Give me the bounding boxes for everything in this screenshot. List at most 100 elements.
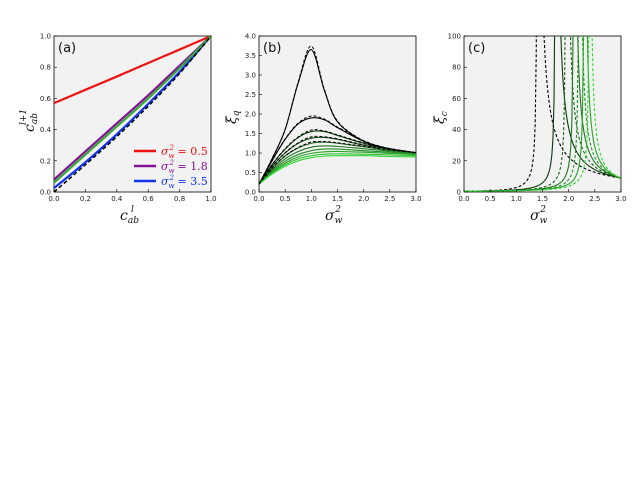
series-line-sigma-0.5 (53, 34, 212, 105)
b-x-tick-label: 0.0 (253, 195, 264, 203)
a-y-tick-label: 0.6 (40, 95, 52, 103)
series-line-sigma-1.8 (53, 35, 212, 181)
b-x-tick-label: 1.5 (332, 195, 343, 203)
legend-entry-sub: w (169, 167, 175, 175)
c-y-tick-label: 80 (452, 64, 461, 72)
panel-label-c: (c) (468, 41, 485, 56)
c-x-tick-label: 2.0 (563, 195, 574, 203)
b-y-tick-label: 1.5 (245, 130, 256, 138)
c-y-tick-label: 60 (452, 95, 461, 103)
legend-entry: σw2 = 3.5 (161, 174, 208, 190)
b-y-tick-label: 0.5 (245, 169, 256, 177)
c-x-tick-label: 1.5 (537, 195, 548, 203)
c-x-tick-label: 0.5 (485, 195, 496, 203)
y-axis-label-b-base: ξ (224, 115, 240, 124)
xi-q-curve (258, 141, 417, 185)
series-line-dashed (53, 35, 212, 193)
a-y-tick-label: 0.8 (40, 64, 51, 72)
panel-a: 0.0 0.2 0.4 0.6 0.8 1.0 0.0 0.2 0.4 0.6 0.8 1.0 (a)… (19, 33, 217, 227)
x-axis-label-c-sub: w (540, 216, 548, 226)
b-x-tick-label: 0.5 (280, 195, 291, 203)
panel-label-a: (a) (58, 41, 76, 56)
b-y-tick-label: 3.5 (245, 52, 256, 60)
y-axis-label-b: ξq (224, 110, 242, 124)
xi-q-curve-dashed (258, 115, 417, 185)
xi-c-curve-left (464, 36, 590, 192)
x-axis-label-b: σw2 (325, 205, 343, 226)
legend-entry-sub: w (169, 152, 175, 160)
legend-entry: σw2 = 1.8 (161, 159, 208, 175)
a-x-tick-label: 0.8 (174, 195, 185, 203)
a-x-tick-label: 0.4 (111, 195, 123, 203)
a-y-tick-label: 0.0 (40, 189, 51, 197)
a-y-tick-label: 0.2 (40, 157, 51, 165)
a-x-tick-label: 0.6 (143, 195, 155, 203)
legend-entry-base: σ (161, 175, 169, 188)
b-x-tick-label: 1.0 (306, 195, 317, 203)
c-y-tick-label: 20 (452, 157, 461, 165)
xi-q-curve (258, 145, 417, 185)
x-axis-label-c-base: σ (530, 208, 540, 224)
xi-c-curve-right (591, 36, 621, 179)
c-y-tick-label: 100 (448, 33, 461, 41)
legend-entry-sup: 2 (169, 174, 175, 182)
b-y-tick-label: 4.0 (245, 33, 256, 41)
series-line-green (53, 35, 212, 184)
y-axis-label-a: cabl+1 (19, 109, 40, 132)
c-y-tick-label: 0 (457, 189, 461, 197)
b-y-tick-label: 0.0 (245, 189, 256, 197)
legend-entry-sub: w (169, 182, 175, 190)
legend-entry-base: σ (161, 160, 169, 173)
xi-q-curve (258, 148, 417, 185)
b-y-tick-label: 2.5 (245, 91, 256, 99)
c-x-tick-label: 1.0 (511, 195, 522, 203)
y-axis-label-c-base: ξ (432, 115, 448, 124)
xi-q-curve-dashed (258, 135, 417, 185)
a-x-tick-label: 1.0 (205, 195, 216, 203)
c-x-tick-label: 3.0 (615, 195, 626, 203)
y-axis-label-a-base: c (22, 124, 38, 132)
c-x-tick-label: 2.5 (589, 195, 600, 203)
legend-entry-value: = 1.8 (174, 160, 208, 173)
panel-label-b: (b) (263, 41, 281, 56)
legend-entry-base: σ (161, 145, 169, 158)
a-x-tick-label: 0.2 (80, 195, 91, 203)
xi-q-curve (258, 153, 417, 185)
b-y-tick-label: 1.0 (245, 150, 256, 158)
c-y-tick-label: 40 (452, 126, 461, 134)
b-x-tick-label: 2.5 (384, 195, 395, 203)
a-x-tick-label: 0.0 (48, 195, 59, 203)
x-axis-label-b-base: σ (325, 208, 335, 224)
panel-b: 0.0 0.5 1.0 1.5 2.0 2.5 3.0 0.0 0.5 1.0 1.5 2.0 2.5 3… (224, 33, 422, 227)
plot-area-b (258, 35, 417, 193)
panel-c: 0.0 0.5 1.0 1.5 2.0 2.5 3.0 0 20 40 60 80 100 (c) σw… (432, 33, 627, 227)
x-axis-label-c-sup: 2 (539, 205, 546, 215)
x-axis-label-a-sup: l (131, 205, 134, 215)
b-y-tick-label: 2.0 (245, 111, 256, 119)
xi-q-curve (258, 155, 417, 185)
x-axis-label-a-base: c (120, 208, 128, 224)
xi-c-curve-right (560, 36, 621, 179)
b-x-tick-label: 3.0 (410, 195, 421, 203)
y-axis-label-a-sub: ab (30, 113, 40, 124)
xi-q-curve (258, 130, 417, 185)
c-x-tick-label: 0.0 (458, 195, 469, 203)
legend-entry-sup: 2 (169, 159, 175, 167)
legend-entry-sup: 2 (169, 144, 175, 152)
legend-entry: σw2 = 0.5 (161, 144, 208, 160)
b-y-tick-label: 3.0 (245, 72, 256, 80)
x-axis-label-c: σw2 (530, 205, 548, 226)
b-x-tick-label: 2.0 (358, 195, 369, 203)
xi-c-curve-right (569, 36, 621, 179)
y-axis-label-a-sup: l+1 (19, 109, 29, 125)
xi-q-curve (258, 150, 417, 185)
y-axis-label-b-sub: q (232, 110, 242, 116)
legend-entry-value: = 0.5 (174, 145, 208, 158)
x-axis-label-b-sub: w (335, 216, 343, 226)
a-y-tick-label: 1.0 (40, 33, 51, 41)
a-y-tick-label: 0.4 (40, 126, 52, 134)
x-axis-label-b-sup: 2 (334, 205, 341, 215)
legend-entry-value: = 3.5 (174, 175, 208, 188)
